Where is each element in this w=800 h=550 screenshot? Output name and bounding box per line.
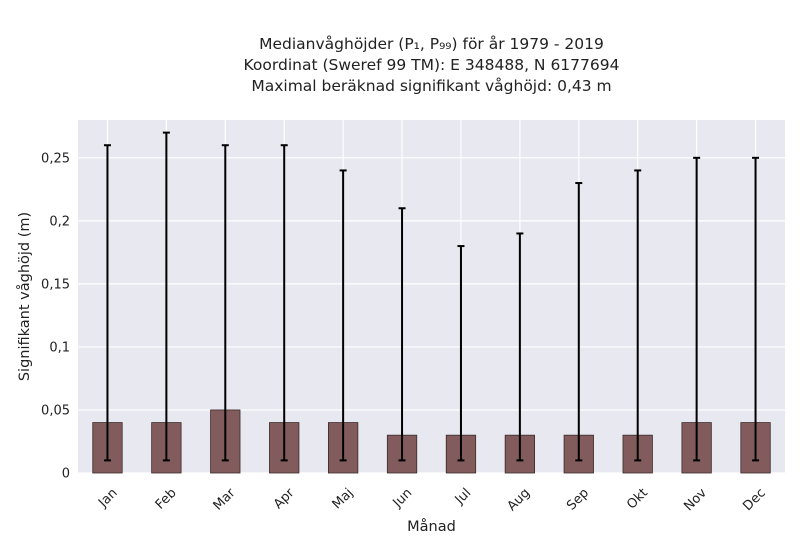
chart-title-line-3: Maximal beräknad signifikant våghöjd: 0,…	[251, 77, 612, 95]
y-tick-label: 0	[62, 467, 70, 482]
y-tick-label: 0,1	[49, 340, 70, 355]
chart-title-line-1: Medianvåghöjder (P₁, P₉₉) för år 1979 - …	[259, 35, 604, 53]
x-tick-label: Feb	[153, 486, 180, 513]
x-tick-label: Okt	[624, 486, 651, 513]
x-tick-label: Jul	[452, 486, 474, 508]
plot-background	[78, 120, 785, 473]
x-tick-label: Maj	[330, 486, 357, 513]
y-tick-label: 0,2	[49, 214, 70, 229]
y-tick-label: 0,05	[41, 403, 70, 418]
x-tick-label: Dec	[740, 486, 768, 514]
y-axis-label: Signifikant våghöjd (m)	[16, 212, 33, 381]
x-tick-label: Nov	[681, 485, 710, 514]
y-tick-label: 0,15	[41, 277, 70, 292]
x-tick-label: Jan	[95, 486, 120, 511]
x-tick-label: Apr	[271, 485, 298, 512]
x-tick-label: Aug	[505, 486, 534, 515]
chart-title-line-2: Koordinat (Sweref 99 TM): E 348488, N 61…	[243, 56, 620, 74]
x-axis-label: Månad	[407, 518, 456, 535]
chart-title: Medianvåghöjder (P₁, P₉₉) för år 1979 - …	[78, 34, 785, 97]
x-tick-label: Mar	[211, 485, 239, 513]
x-tick-label: Jun	[390, 486, 416, 512]
y-tick-label: 0,25	[41, 151, 70, 166]
x-tick-label: Sep	[564, 486, 592, 514]
